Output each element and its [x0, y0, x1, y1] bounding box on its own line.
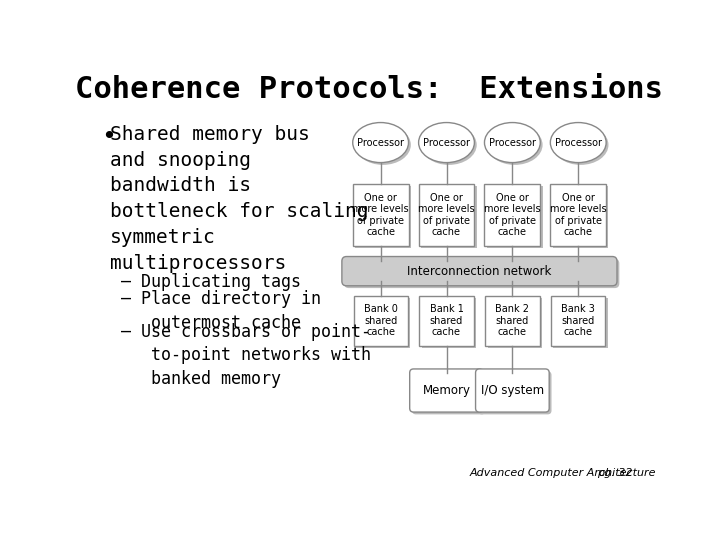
FancyBboxPatch shape: [342, 256, 617, 286]
FancyBboxPatch shape: [355, 186, 411, 248]
Text: Processor: Processor: [489, 138, 536, 147]
FancyBboxPatch shape: [356, 298, 410, 348]
Text: I/O system: I/O system: [481, 384, 544, 397]
Text: pg. 32: pg. 32: [597, 468, 632, 478]
FancyBboxPatch shape: [551, 296, 606, 346]
FancyBboxPatch shape: [554, 298, 608, 348]
Text: •: •: [101, 125, 116, 149]
FancyBboxPatch shape: [487, 298, 542, 348]
Text: Interconnection network: Interconnection network: [408, 265, 552, 278]
Text: – Use crossbars or point-
   to-point networks with
   banked memory: – Use crossbars or point- to-point netwo…: [121, 323, 371, 388]
Ellipse shape: [418, 123, 474, 163]
Text: – Duplicating tags: – Duplicating tags: [121, 273, 301, 291]
FancyBboxPatch shape: [419, 296, 474, 346]
Text: Bank 1
shared
cache: Bank 1 shared cache: [430, 304, 464, 338]
Text: Memory: Memory: [423, 384, 470, 397]
FancyBboxPatch shape: [412, 372, 485, 414]
FancyBboxPatch shape: [418, 184, 474, 246]
Text: One or
more levels
of private
cache: One or more levels of private cache: [550, 193, 606, 238]
FancyBboxPatch shape: [422, 298, 476, 348]
Text: One or
more levels
of private
cache: One or more levels of private cache: [352, 193, 409, 238]
FancyBboxPatch shape: [485, 184, 540, 246]
Ellipse shape: [421, 125, 477, 165]
FancyBboxPatch shape: [421, 186, 477, 248]
Ellipse shape: [353, 123, 408, 163]
Ellipse shape: [487, 125, 543, 165]
Ellipse shape: [355, 125, 411, 165]
Text: One or
more levels
of private
cache: One or more levels of private cache: [418, 193, 474, 238]
Text: Bank 3
shared
cache: Bank 3 shared cache: [562, 304, 595, 338]
Text: Bank 0
shared
cache: Bank 0 shared cache: [364, 304, 397, 338]
Text: Processor: Processor: [554, 138, 602, 147]
FancyBboxPatch shape: [550, 184, 606, 246]
Text: Advanced Computer Architecture: Advanced Computer Architecture: [469, 468, 656, 478]
FancyBboxPatch shape: [487, 186, 543, 248]
Ellipse shape: [485, 123, 540, 163]
Text: Bank 2
shared
cache: Bank 2 shared cache: [495, 304, 529, 338]
Text: Shared memory bus
and snooping
bandwidth is
bottleneck for scaling
symmetric
mul: Shared memory bus and snooping bandwidth…: [110, 125, 369, 273]
FancyBboxPatch shape: [478, 372, 552, 414]
FancyBboxPatch shape: [353, 184, 408, 246]
FancyBboxPatch shape: [344, 259, 619, 288]
FancyBboxPatch shape: [553, 186, 608, 248]
Text: Coherence Protocols:  Extensions: Coherence Protocols: Extensions: [75, 75, 663, 104]
FancyBboxPatch shape: [476, 369, 549, 412]
Text: Processor: Processor: [423, 138, 470, 147]
FancyBboxPatch shape: [410, 369, 483, 412]
FancyBboxPatch shape: [354, 296, 408, 346]
Ellipse shape: [553, 125, 608, 165]
Ellipse shape: [550, 123, 606, 163]
Text: Processor: Processor: [357, 138, 404, 147]
Text: One or
more levels
of private
cache: One or more levels of private cache: [484, 193, 541, 238]
Text: – Place directory in
   outermost cache: – Place directory in outermost cache: [121, 291, 321, 332]
FancyBboxPatch shape: [485, 296, 539, 346]
